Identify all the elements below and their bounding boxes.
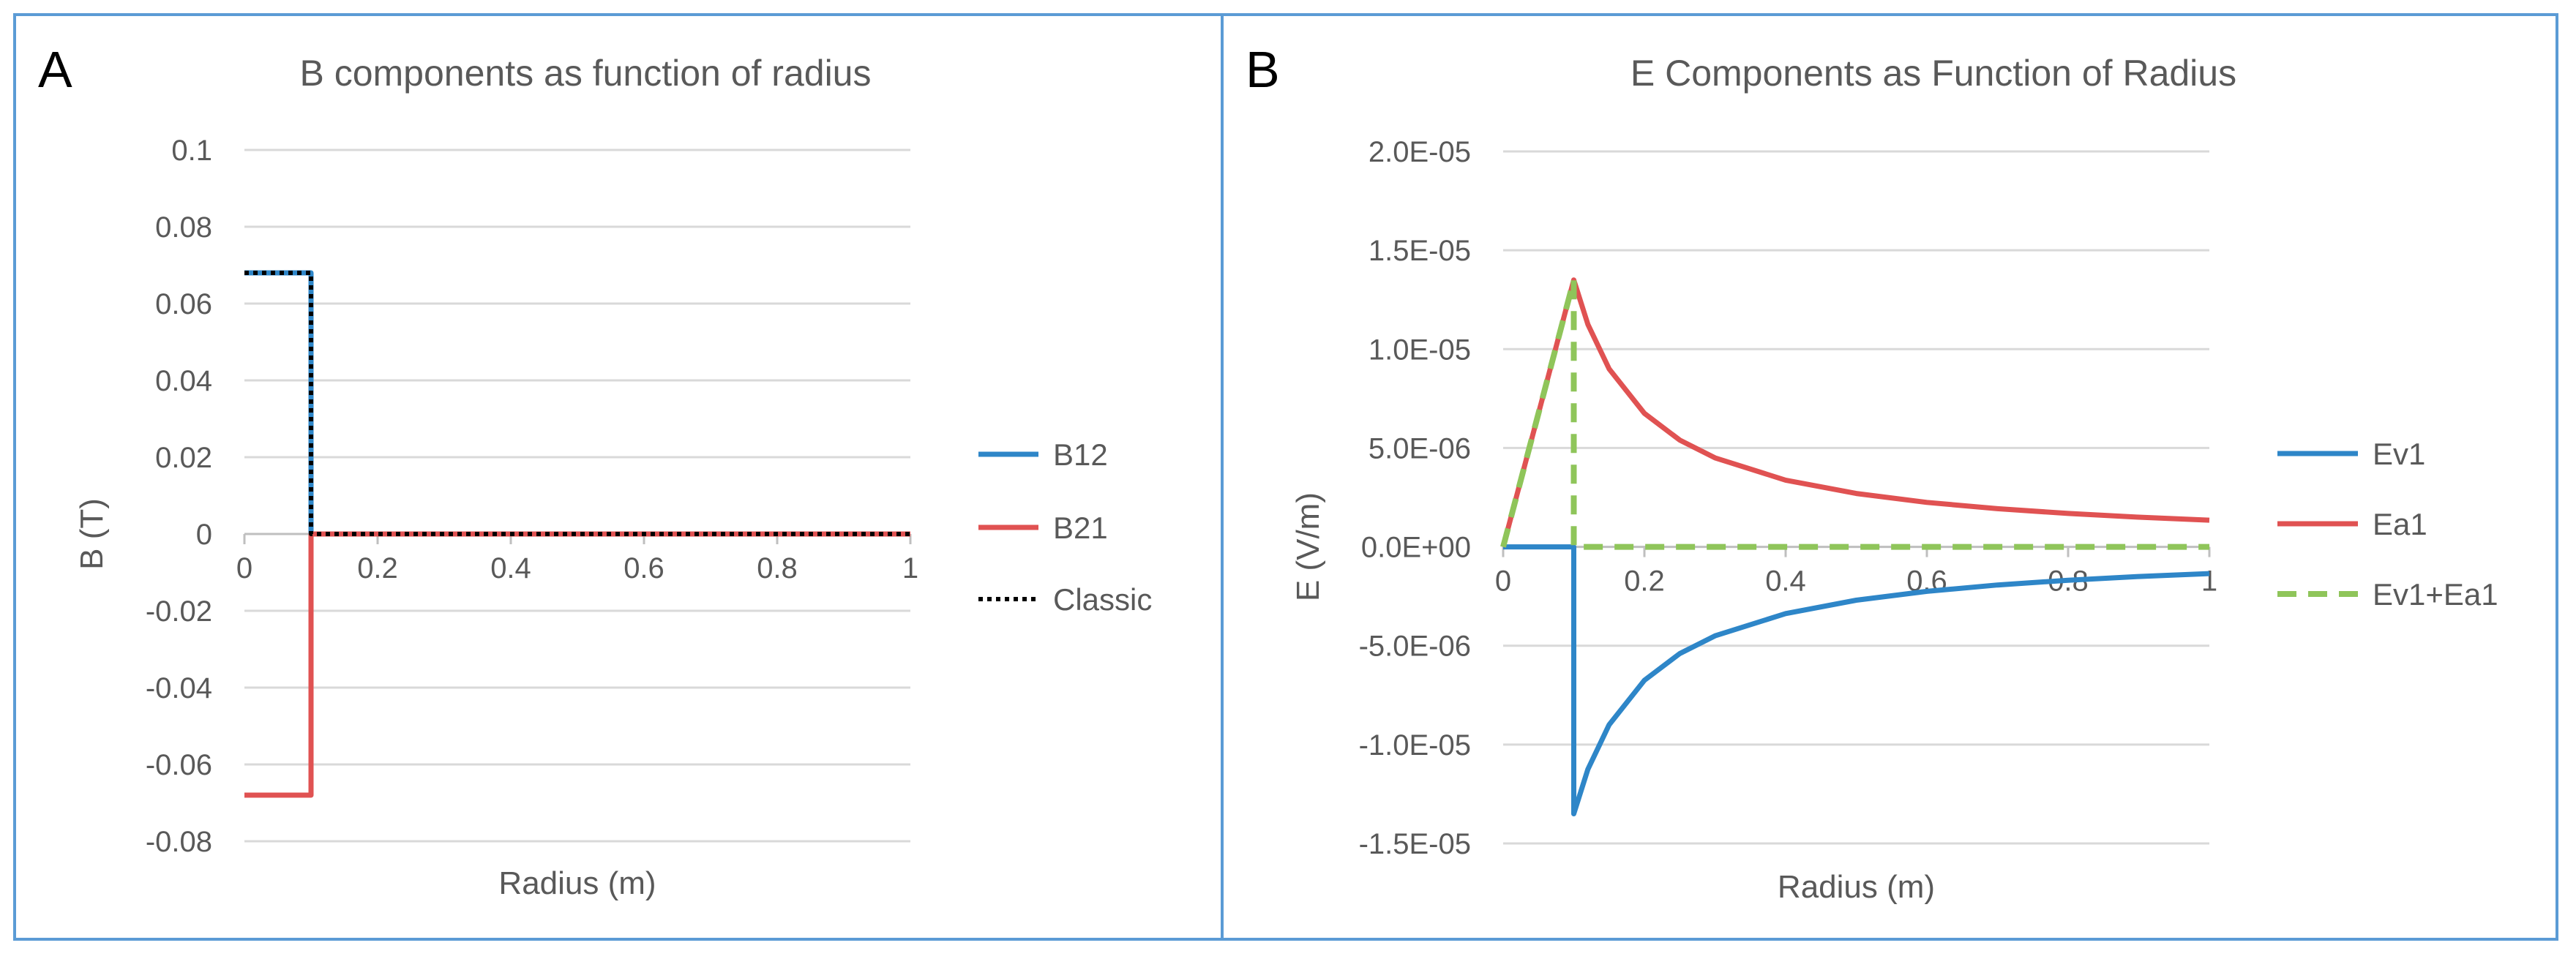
x-tick-label: 0.8 (757, 552, 798, 584)
y-tick-label: 0.02 (155, 442, 212, 474)
chart-a: A B components as function of radius 0.1 0.… (38, 41, 1152, 901)
x-tick-label: 0.4 (490, 552, 531, 584)
series-line-b21 (244, 531, 910, 798)
y-tick-label: -1.0E-05 (1359, 729, 1471, 761)
x-tick-label: 1 (902, 552, 918, 584)
x-tick-label: 0 (236, 552, 252, 584)
legend-label: Ev1 (2373, 437, 2425, 471)
x-axis-label: Radius (m) (1778, 869, 1935, 905)
x-tick-label: 0.2 (357, 552, 398, 584)
chart-b: B E Components as Function of Radius 2.0E-… (1246, 41, 2498, 905)
legend-label: Ev1+Ea1 (2373, 577, 2498, 612)
y-tick-label: 1.0E-05 (1368, 334, 1471, 366)
legend-label: B12 (1053, 437, 1108, 472)
legend-label: Ea1 (2373, 507, 2427, 541)
series-line-ev1 (1503, 544, 2210, 816)
panel-letter: A (38, 41, 72, 98)
chart-title: E Components as Function of Radius (1630, 53, 2236, 94)
series-line-ea1 (1500, 277, 2210, 548)
y-tick-label: 0.04 (155, 365, 212, 397)
legend-label: B21 (1053, 511, 1108, 545)
y-tick-label: -1.5E-05 (1359, 828, 1471, 860)
y-tick-label: -0.04 (146, 672, 212, 704)
y-tick-label: 0.06 (155, 288, 212, 320)
y-tick-label: -0.02 (146, 595, 212, 628)
y-tick-label: 5.0E-06 (1368, 432, 1471, 465)
panel-b: B E Components as Function of Radius 2.0E-… (1221, 13, 2558, 941)
y-axis-label: B (T) (74, 498, 110, 570)
y-tick-label: 0.1 (171, 135, 212, 167)
y-tick-label: -5.0E-06 (1359, 631, 1471, 663)
legend-label: Classic (1053, 582, 1152, 617)
y-tick-label: -0.08 (146, 826, 212, 858)
panel-a: A B components as function of radius 0.1 0.… (13, 13, 1224, 941)
x-tick-label: 0.2 (1624, 565, 1665, 598)
x-tick-label: 1 (2201, 565, 2217, 598)
x-tick-label: 0.6 (624, 552, 664, 584)
y-axis-label: E (V/m) (1290, 492, 1326, 601)
y-tick-label: 0 (196, 519, 212, 551)
y-tick-label: 1.5E-05 (1368, 235, 1471, 267)
series-line-ev1-ea1 (1500, 277, 2209, 550)
y-tick-label: 0.08 (155, 211, 212, 244)
x-tick-label: 0.4 (1765, 565, 1806, 598)
x-axis-label: Radius (m) (498, 865, 656, 901)
y-tick-label: 0.0E+00 (1361, 532, 1471, 564)
y-tick-label: -0.06 (146, 749, 212, 781)
chart-title: B components as function of radius (299, 53, 871, 94)
y-tick-label: 2.0E-05 (1368, 136, 1471, 168)
series-line-classic (244, 271, 910, 536)
series-line-b12 (244, 270, 910, 537)
panel-letter: B (1246, 41, 1280, 98)
x-tick-label: 0 (1495, 565, 1511, 598)
